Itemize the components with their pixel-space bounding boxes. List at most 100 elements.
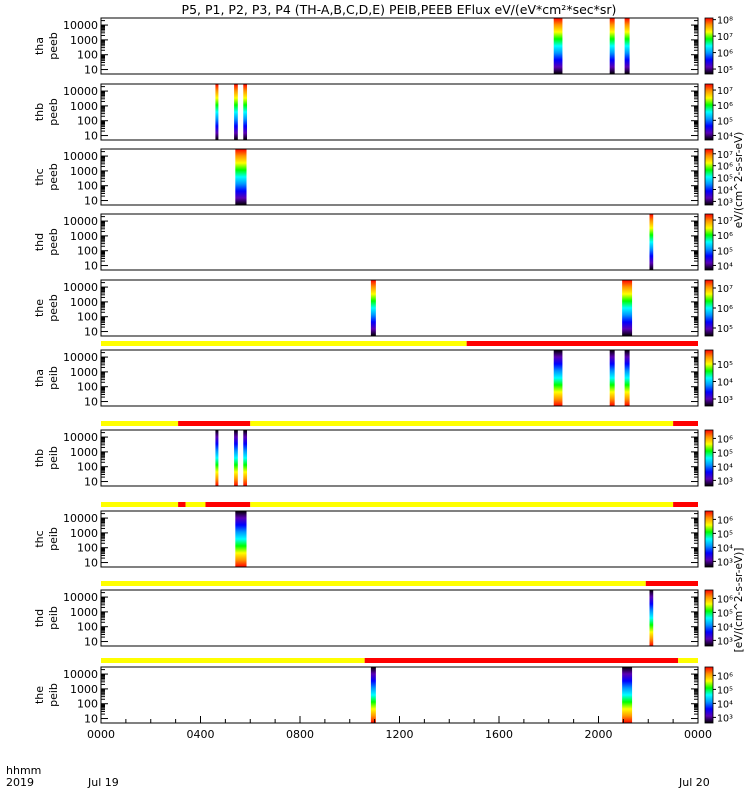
y-tick-label: 10 [84, 130, 98, 143]
colorbar [704, 589, 714, 647]
panel-probe-label: the [33, 686, 46, 704]
colorbar-tick-label: 10⁷ [717, 86, 733, 97]
colorbar-tick-label: 10⁷ [717, 216, 733, 227]
x-tick-label: 1600 [485, 728, 513, 741]
flag-bar-segment [645, 581, 698, 586]
figure-title: P5, P1, P2, P3, P4 (TH-A,B,C,D,E) PEIB,P… [182, 2, 617, 17]
panel-thb-peeb: 10 100 1000 10000 thb peeb 10⁴ 10⁵ 10⁶ 10⁷ [33, 83, 733, 143]
panel-frame [100, 666, 699, 724]
y-tick-label: 100 [77, 461, 98, 474]
y-tick-label: 100 [77, 698, 98, 711]
y-tick-label: 100 [77, 180, 98, 193]
y-tick-label: 100 [77, 49, 98, 62]
time-axis: 0000 0400 0800 1200 1600 2000 0000 [87, 716, 712, 741]
spectrogram-interval [609, 350, 615, 406]
y-tick-label: 1000 [70, 230, 98, 243]
colorbar [704, 83, 714, 141]
panel-the-peeb: 10 100 1000 10000 the peeb 10⁵ 10⁶ 10⁷ [33, 279, 733, 339]
spectrogram-interval [370, 667, 376, 723]
x-tick-label: 0400 [187, 728, 215, 741]
flag-bar-segment [101, 581, 646, 586]
spectrogram-interval [553, 18, 563, 74]
colorbar-tick-label: 10⁶ [717, 434, 733, 445]
colorbar-tick-label: 10⁵ [717, 685, 733, 696]
y-tick-label: 10 [84, 326, 98, 339]
spectrogram-interval [553, 350, 563, 406]
flag-bar-segment [673, 421, 698, 426]
y-tick-label: 10 [84, 195, 98, 208]
spectrogram-interval [234, 84, 238, 140]
y-tick-label: 1000 [70, 100, 98, 113]
flag-bar-segment [101, 658, 365, 663]
panel-instrument-label: peeb [47, 98, 60, 126]
y-tick-label: 100 [77, 381, 98, 394]
colorbar-tick-label: 10⁵ [717, 65, 733, 76]
colorbar-tick-label: 10⁴ [717, 131, 733, 142]
peeb-colorbar-unit-label: eV/(cm^2-s-sr-eV) [733, 132, 745, 228]
y-tick-label: 10000 [63, 351, 98, 364]
x-tick-label: 0000 [87, 728, 115, 741]
flag-bar-segment [364, 658, 679, 663]
colorbar-tick-label: 10⁸ [717, 16, 733, 27]
y-tick-label: 10000 [63, 215, 98, 228]
panel-tha-peib: 10 100 1000 10000 tha peib 10³ 10⁴ 10⁵ [33, 341, 733, 409]
spectrogram-interval [370, 280, 376, 336]
panel-instrument-label: peib [47, 446, 60, 470]
panel-instrument-label: peeb [47, 32, 60, 60]
colorbar-tick-label: 10³ [717, 395, 733, 406]
y-tick-label: 100 [77, 245, 98, 258]
flag-bar-segment [101, 502, 179, 507]
spectrogram-interval [243, 84, 248, 140]
colorbar-tick-label: 10³ [717, 636, 733, 647]
time-axis-end-date: Jul 20 [678, 776, 710, 789]
flag-bar-segment [185, 502, 206, 507]
flag-bar-segment [178, 421, 251, 426]
panel-instrument-label: peeb [47, 294, 60, 322]
y-tick-label: 1000 [70, 366, 98, 379]
y-tick-label: 10 [84, 713, 98, 726]
flag-bar-segment [178, 502, 186, 507]
colorbar-tick-label: 10⁴ [717, 622, 733, 633]
colorbar-tick-label: 10⁶ [717, 49, 733, 60]
spectrogram-interval [622, 667, 633, 723]
panel-the-peib: 10 100 1000 10000 the peib 10³ 10⁴ 10⁵ 10⁶ [33, 658, 733, 726]
colorbar-tick-label: 10⁴ [717, 699, 733, 710]
y-tick-label: 10000 [63, 591, 98, 604]
spectrogram-interval [649, 590, 654, 646]
panel-probe-label: thc [33, 168, 46, 185]
colorbar-tick-label: 10⁵ [717, 448, 733, 459]
flag-bar-segment [250, 502, 674, 507]
colorbar-tick-label: 10⁴ [717, 462, 733, 473]
panel-frame [100, 17, 699, 75]
time-axis-start-date: Jul 19 [87, 776, 119, 789]
colorbar-tick-label: 10⁵ [717, 116, 733, 127]
colorbar-tick-label: 10⁶ [717, 594, 733, 605]
panel-probe-label: thd [33, 609, 46, 627]
panel-frame [100, 589, 699, 647]
flag-bar-segment [205, 502, 251, 507]
colorbar-tick-label: 10⁵ [717, 324, 733, 335]
panel-thd-peib: 10 100 1000 10000 thd peib 10³ 10⁴ 10⁵ 10⁶ [33, 581, 733, 649]
spectrogram-interval [235, 149, 247, 205]
colorbar [704, 666, 714, 724]
flag-bar-segment [250, 421, 674, 426]
panel-frame [100, 510, 699, 568]
y-tick-label: 10000 [63, 85, 98, 98]
y-tick-label: 100 [77, 542, 98, 555]
y-tick-label: 100 [77, 311, 98, 324]
panel-instrument-label: peeb [47, 163, 60, 191]
y-tick-label: 10 [84, 557, 98, 570]
y-tick-label: 10000 [63, 150, 98, 163]
colorbar-tick-label: 10⁶ [717, 515, 733, 526]
colorbar-tick-label: 10⁴ [717, 543, 733, 554]
panel-probe-label: the [33, 299, 46, 317]
spectrogram-interval [624, 18, 630, 74]
colorbar [704, 349, 714, 407]
panel-frame [100, 83, 699, 141]
spectrogram-interval [234, 430, 238, 486]
y-tick-label: 1000 [70, 606, 98, 619]
panel-frame [100, 279, 699, 337]
y-tick-label: 10000 [63, 431, 98, 444]
